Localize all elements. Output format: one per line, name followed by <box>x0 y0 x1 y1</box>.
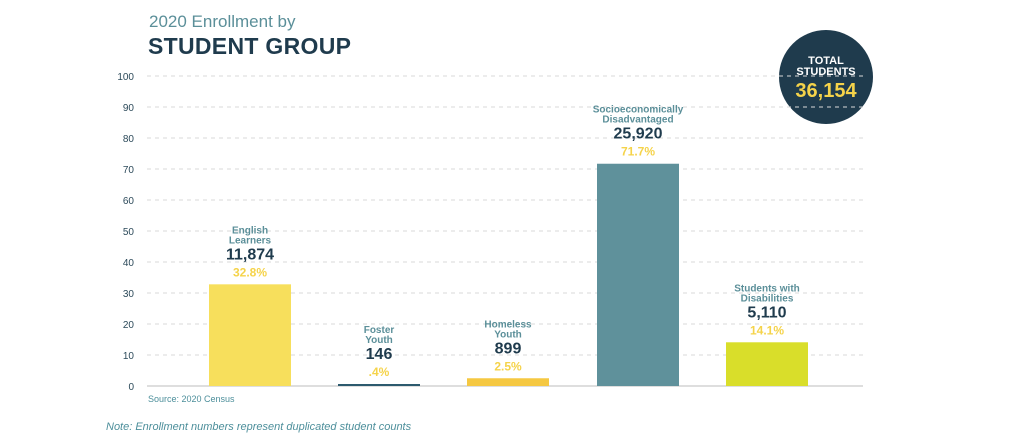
bar-category-label: English <box>232 225 268 236</box>
y-tick-label: 0 <box>128 382 134 393</box>
bar-count-label: 11,874 <box>226 246 274 263</box>
bar-percent-label: 32.8% <box>233 265 267 279</box>
y-tick-label: 60 <box>123 196 135 207</box>
bars <box>209 163 808 386</box>
bar-category-label: Disabilities <box>741 293 794 304</box>
bar-category-label: Foster <box>364 325 395 336</box>
y-axis-ticks: 0 10 20 30 40 50 60 70 80 90 100 <box>117 72 134 393</box>
bar-count-label: 899 <box>495 340 522 357</box>
bar-percent-label: .4% <box>369 365 390 379</box>
source-text: Source: 2020 Census <box>148 394 235 404</box>
bar-percent-label: 2.5% <box>494 359 522 373</box>
bar-count-label: 25,920 <box>614 126 663 143</box>
bar-percent-label: 14.1% <box>750 323 784 337</box>
bar-percent-label: 71.7% <box>621 145 655 159</box>
bar-category-label: Youth <box>494 329 522 340</box>
chart-title: STUDENT GROUP <box>148 33 352 59</box>
total-students-badge: TOTAL STUDENTS 36,154 <box>779 30 873 124</box>
bar-category-label: Disadvantaged <box>602 115 673 126</box>
y-tick-label: 40 <box>123 258 135 269</box>
y-tick-label: 50 <box>123 227 135 238</box>
chart-subtitle: 2020 Enrollment by <box>149 12 296 31</box>
y-tick-label: 80 <box>123 134 135 145</box>
bar <box>209 284 291 386</box>
y-tick-label: 10 <box>123 351 135 362</box>
total-label-line2: STUDENTS <box>796 66 856 78</box>
bar-category-label: Socioeconomically <box>593 105 684 116</box>
y-tick-label: 90 <box>123 103 135 114</box>
bar-category-label: Youth <box>365 335 393 346</box>
bar-count-label: 146 <box>366 346 393 363</box>
bar-labels: EnglishLearners11,87432.8%FosterYouth146… <box>226 105 800 379</box>
bar <box>338 384 420 386</box>
y-tick-label: 70 <box>123 165 135 176</box>
bar-category-label: Students with <box>734 283 800 294</box>
bar-category-label: Homeless <box>484 319 532 330</box>
footnote: Note: Enrollment numbers represent dupli… <box>106 421 412 433</box>
bar <box>467 378 549 386</box>
bar <box>597 163 679 386</box>
total-students-value: 36,154 <box>795 80 857 102</box>
bar-count-label: 5,110 <box>747 304 786 321</box>
total-label-line1: TOTAL <box>808 55 844 67</box>
y-tick-label: 20 <box>123 320 135 331</box>
y-tick-label: 100 <box>117 72 134 83</box>
bar-category-label: Learners <box>229 235 272 246</box>
bar <box>726 342 808 386</box>
total-students-label: TOTAL STUDENTS <box>779 56 873 78</box>
y-tick-label: 30 <box>123 289 135 300</box>
